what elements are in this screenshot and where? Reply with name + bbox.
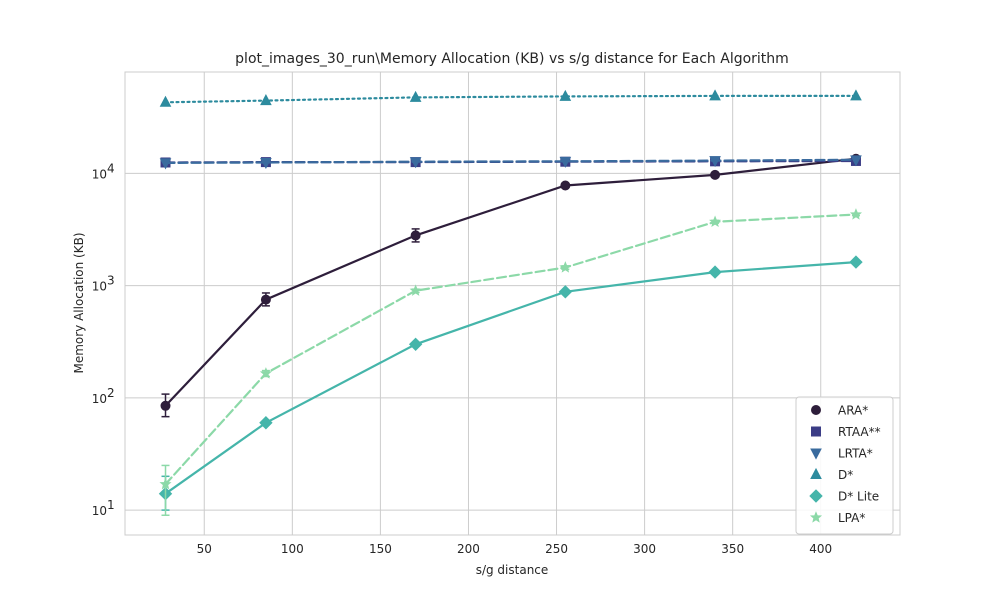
series-lrta: [159, 155, 862, 170]
legend-marker: [810, 448, 822, 460]
data-point: [260, 94, 272, 106]
series-line: [164, 157, 858, 407]
data-point: [259, 416, 273, 430]
series-line: [164, 213, 858, 486]
series-line: [164, 158, 858, 164]
x-tick-label: 400: [809, 542, 832, 556]
x-tick-label: 100: [281, 542, 304, 556]
legend-item: D*: [810, 467, 853, 482]
series-d-lite: [158, 255, 863, 511]
data-point: [260, 157, 272, 170]
y-axis-label: Memory Allocation (KB): [72, 232, 86, 373]
y-tick-exponent: 2: [107, 386, 115, 400]
data-point: [849, 255, 863, 269]
data-point: [709, 156, 721, 168]
data-point: [849, 208, 862, 220]
data-point: [410, 230, 421, 241]
y-tick-exponent: 1: [107, 498, 115, 512]
legend-marker: [809, 511, 823, 523]
x-tick-label: 150: [369, 542, 392, 556]
legend-label: LPA*: [838, 511, 865, 525]
series-lpa: [159, 208, 862, 516]
data-point: [710, 169, 721, 180]
legend-marker: [811, 405, 821, 415]
x-tick-label: 350: [721, 542, 744, 556]
plot-frame: [124, 71, 901, 536]
x-tick-labels: 50 100 150 200 250 300 350 400: [197, 542, 833, 556]
legend-label: RTAA**: [838, 425, 881, 439]
data-point: [409, 284, 422, 296]
data-point: [260, 294, 271, 305]
legend-item: LPA*: [809, 511, 865, 525]
data-point: [159, 477, 172, 490]
data-point: [850, 155, 862, 167]
x-tick-label: 200: [457, 542, 480, 556]
chart-title: plot_images_30_run\Memory Allocation (KB…: [235, 51, 789, 67]
data-point: [558, 285, 573, 299]
y-tick-exponent: 4: [107, 161, 115, 175]
y-tick-label: 10: [92, 392, 107, 406]
y-tick-label: 10: [92, 504, 107, 518]
x-tick-label: 250: [545, 542, 568, 556]
data-point: [708, 265, 722, 279]
data-point: [850, 89, 862, 101]
series-line: [164, 94, 858, 104]
legend-item: D* Lite: [809, 489, 879, 504]
legend-label: D* Lite: [838, 490, 879, 504]
data-point: [160, 400, 171, 411]
legend-item: RTAA**: [811, 425, 881, 439]
legend-label: ARA*: [838, 404, 868, 418]
data-point: [709, 89, 721, 101]
data-point: [559, 89, 572, 101]
x-tick-label: 300: [633, 542, 656, 556]
legend: ARA* RTAA** LRTA* D* D* Lite LPA*: [795, 396, 894, 535]
x-tick-label: 50: [197, 542, 212, 556]
legend-item: LRTA*: [810, 447, 873, 461]
data-point: [408, 337, 423, 352]
legend-label: LRTA*: [838, 447, 873, 461]
grid: [125, 72, 900, 535]
data-point: [159, 158, 172, 170]
x-axis-label: s/g distance: [476, 563, 549, 577]
data-point: [409, 90, 422, 102]
data-point: [709, 215, 722, 227]
y-tick-label: 10: [92, 280, 107, 294]
legend-marker: [809, 489, 823, 503]
y-tick-exponent: 3: [107, 274, 115, 288]
data-point: [559, 261, 572, 273]
y-tick-label: 10: [92, 167, 107, 181]
series-layer: [158, 89, 863, 516]
legend-item: ARA*: [811, 404, 868, 418]
series-d: [159, 89, 862, 107]
data-point: [560, 180, 571, 191]
legend-marker: [811, 426, 821, 437]
data-point: [159, 95, 172, 107]
data-point: [559, 156, 572, 168]
data-point: [259, 367, 272, 379]
data-point: [409, 157, 422, 169]
series-line: [164, 261, 858, 495]
legend-label: D*: [838, 468, 853, 482]
legend-marker: [810, 467, 822, 479]
